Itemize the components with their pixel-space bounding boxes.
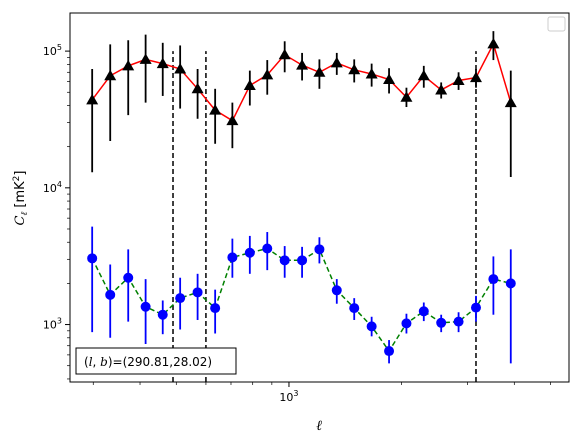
series-1-point-19 bbox=[400, 91, 413, 102]
series-1-point-12 bbox=[278, 48, 291, 60]
x-tick-label-1: 103 bbox=[279, 389, 298, 404]
series-1-point-13 bbox=[296, 59, 309, 70]
series-1-point-11 bbox=[261, 68, 274, 80]
series-2-point-13 bbox=[297, 255, 308, 266]
series-1-point-8 bbox=[209, 104, 222, 115]
series-1-point-24 bbox=[487, 37, 500, 49]
legend-box bbox=[547, 16, 566, 32]
series-1-point-15 bbox=[330, 56, 343, 68]
series-2-point-3 bbox=[123, 272, 134, 283]
series-1-point-18 bbox=[383, 73, 396, 84]
series-2-point-11 bbox=[262, 243, 273, 254]
series-2-point-23 bbox=[470, 302, 481, 313]
series-2-point-12 bbox=[279, 255, 290, 266]
series-2-point-22 bbox=[453, 316, 464, 327]
series-1-point-21 bbox=[435, 83, 448, 95]
series-1-point-6 bbox=[174, 62, 187, 74]
series-2-point-9 bbox=[227, 252, 238, 263]
series-1-point-3 bbox=[122, 59, 135, 71]
series-1-point-17 bbox=[365, 68, 378, 79]
series-1-point-10 bbox=[243, 79, 256, 91]
series-2-point-15 bbox=[331, 285, 342, 296]
series-1-point-20 bbox=[417, 69, 430, 81]
y-tick-label-3: 105 bbox=[43, 43, 62, 58]
series-1-point-16 bbox=[348, 63, 361, 75]
series-2-point-25 bbox=[505, 278, 516, 289]
series-1-point-5 bbox=[156, 57, 169, 69]
axis-ticks: 103 104 105 103 bbox=[43, 43, 551, 404]
series-1-point-22 bbox=[452, 74, 465, 85]
series-1-point-7 bbox=[191, 82, 204, 94]
series-2-point-16 bbox=[349, 303, 360, 314]
series-2-point-4 bbox=[140, 301, 151, 312]
series-1-point-4 bbox=[139, 53, 152, 64]
series-1-point-9 bbox=[226, 114, 239, 126]
y-tick-label-1: 103 bbox=[43, 317, 62, 332]
series-2-point-20 bbox=[418, 306, 429, 317]
series-2-point-2 bbox=[105, 289, 116, 300]
series-1-point-23 bbox=[469, 71, 482, 83]
series-2-point-19 bbox=[401, 318, 412, 329]
annotation-box: (l, b)=(290.81,28.02) bbox=[75, 347, 237, 375]
series-2-point-10 bbox=[244, 247, 255, 258]
series-2-point-7 bbox=[192, 287, 203, 298]
series-2-point-6 bbox=[175, 293, 186, 304]
series-2-point-21 bbox=[436, 317, 447, 328]
series-2-point-1 bbox=[87, 253, 98, 264]
series-2-point-5 bbox=[157, 309, 168, 320]
series-2-point-14 bbox=[314, 244, 325, 255]
y-axis-label: Cℓ [mK2] bbox=[12, 171, 30, 226]
y-tick-label-2: 104 bbox=[43, 180, 62, 195]
series-1-point-25 bbox=[504, 96, 517, 108]
series-1-point-1 bbox=[86, 93, 99, 105]
series-2-point-24 bbox=[488, 274, 499, 285]
series-2-point-18 bbox=[384, 346, 395, 357]
x-axis-label: ℓ bbox=[316, 418, 322, 434]
plot-area bbox=[86, 31, 517, 382]
series-2-point-8 bbox=[210, 303, 221, 314]
axes-frame bbox=[69, 12, 570, 383]
series-1-point-2 bbox=[104, 69, 117, 81]
annotation-text: (l, b)=(290.81,28.02) bbox=[84, 355, 212, 369]
series-2-point-17 bbox=[366, 321, 377, 332]
series-1-point-14 bbox=[313, 66, 326, 77]
